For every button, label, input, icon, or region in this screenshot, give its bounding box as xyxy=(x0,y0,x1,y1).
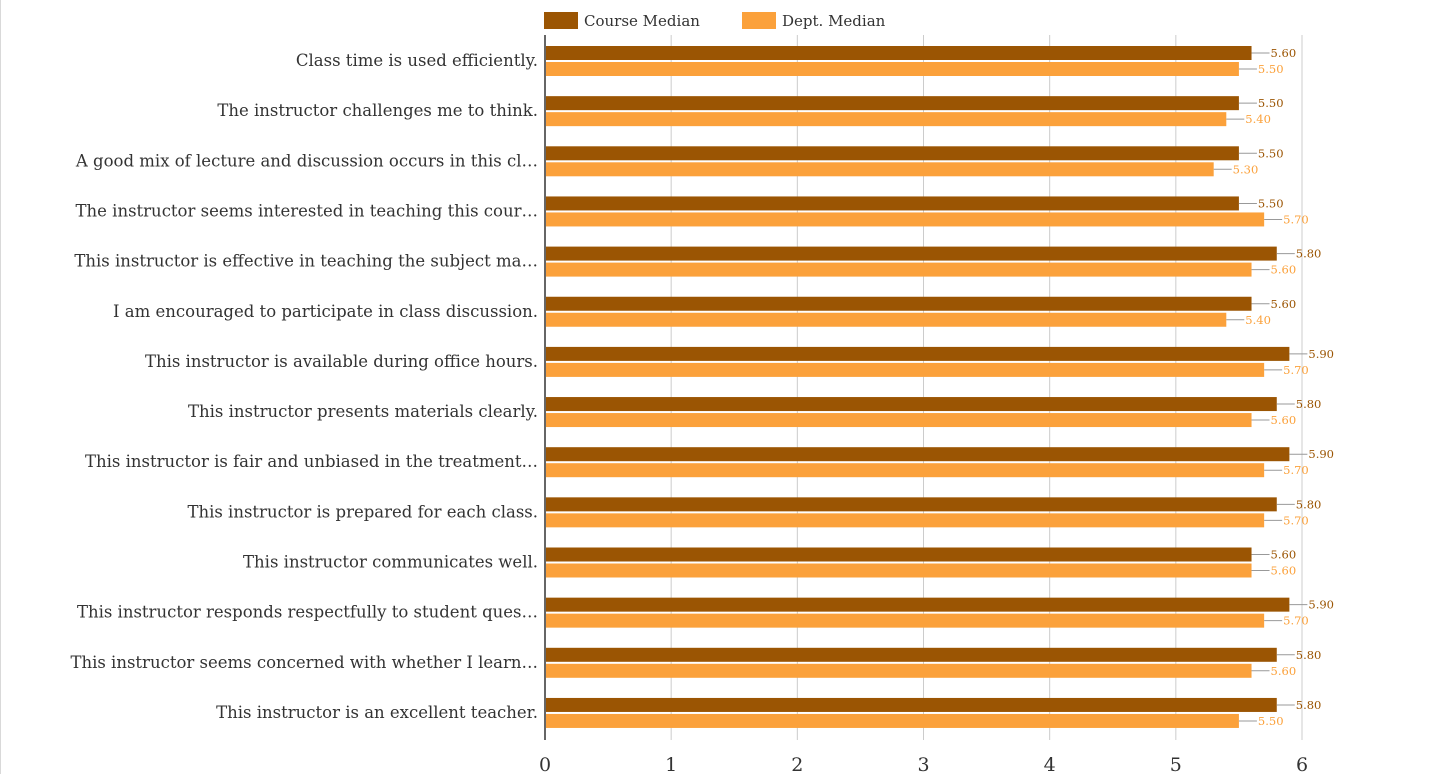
data-label: 5.60 xyxy=(1271,413,1297,427)
data-label: 5.40 xyxy=(1245,313,1271,327)
x-tick-label: 6 xyxy=(1296,754,1308,774)
legend-swatch-course-median xyxy=(544,12,578,29)
category-labels: Class time is used efficiently. The instr… xyxy=(70,51,538,722)
x-tick-label: 5 xyxy=(1170,754,1182,774)
category-label: This instructor communicates well. xyxy=(243,553,538,572)
category-label: The instructor seems interested in teach… xyxy=(76,201,538,220)
bar-course-median xyxy=(546,96,1239,111)
category-label: I am encouraged to participate in class … xyxy=(113,302,538,321)
chart-legend: Course Median Dept. Median xyxy=(544,12,886,30)
data-label: 5.50 xyxy=(1258,196,1284,210)
bar-dept-median xyxy=(546,713,1239,728)
bar-dept-median xyxy=(546,613,1265,628)
data-label: 5.90 xyxy=(1308,447,1334,461)
bar-course-median xyxy=(546,196,1239,211)
data-label: 5.70 xyxy=(1283,363,1309,377)
category-label: This instructor is prepared for each cla… xyxy=(187,502,538,521)
bar-dept-median xyxy=(546,312,1227,327)
x-tick-label: 4 xyxy=(1044,754,1056,774)
bar-course-median xyxy=(546,46,1252,60)
category-label: This instructor is an excellent teacher. xyxy=(216,703,538,722)
bar-course-median xyxy=(546,447,1290,462)
data-label: 5.80 xyxy=(1296,648,1322,662)
data-label: 5.30 xyxy=(1233,162,1259,176)
category-label: This instructor responds respectfully to… xyxy=(77,603,538,622)
data-label: 5.90 xyxy=(1308,347,1334,361)
x-axis-tick-labels: 0 1 2 3 4 5 6 xyxy=(539,754,1308,774)
data-label: 5.80 xyxy=(1296,397,1322,411)
category-label: A good mix of lecture and discussion occ… xyxy=(75,151,538,170)
category-label: The instructor challenges me to think. xyxy=(217,101,538,120)
category-label: This instructor is available during offi… xyxy=(145,352,538,371)
bar-course-median xyxy=(546,296,1252,311)
bar-dept-median xyxy=(546,513,1265,528)
data-label: 5.80 xyxy=(1296,497,1322,511)
category-label: This instructor is fair and unbiased in … xyxy=(85,452,538,471)
data-label: 5.40 xyxy=(1245,112,1271,126)
bar-dept-median xyxy=(546,463,1265,478)
category-label: This instructor seems concerned with whe… xyxy=(70,653,538,672)
data-label: 5.50 xyxy=(1258,62,1284,76)
data-label: 5.60 xyxy=(1271,548,1297,562)
bar-course-median xyxy=(546,146,1239,161)
legend-label-dept-median: Dept. Median xyxy=(782,12,886,30)
data-label: 5.60 xyxy=(1271,263,1297,277)
data-label: 5.70 xyxy=(1283,463,1309,477)
data-label: 5.60 xyxy=(1271,664,1297,678)
x-tick-label: 0 xyxy=(539,754,551,774)
data-label: 5.60 xyxy=(1271,297,1297,311)
bar-dept-median xyxy=(546,413,1252,428)
bar-course-median xyxy=(546,346,1290,361)
data-label: 5.70 xyxy=(1283,513,1309,527)
bar-course-median xyxy=(546,647,1277,662)
legend-label-course-median: Course Median xyxy=(584,12,700,30)
bar-dept-median xyxy=(546,112,1227,127)
value-labels: 5.60 5.50 5.50 5.40 5.50 5.30 5.50 5.70 5.80 5.60… xyxy=(1213,46,1334,728)
bar-course-median xyxy=(546,697,1277,712)
data-label: 5.90 xyxy=(1308,598,1334,612)
bar-dept-median xyxy=(546,362,1265,377)
bar-dept-median xyxy=(546,663,1252,678)
bar-course-median xyxy=(546,246,1277,261)
bar-dept-median xyxy=(546,212,1265,227)
legend-swatch-dept-median xyxy=(742,12,776,29)
gridlines xyxy=(670,35,1303,740)
bar-dept-median xyxy=(546,162,1214,177)
bar-course-median xyxy=(546,397,1277,412)
bar-course-median xyxy=(546,597,1290,612)
x-tick-label: 1 xyxy=(665,754,677,774)
bar-dept-median xyxy=(546,563,1252,578)
data-label: 5.80 xyxy=(1296,247,1322,261)
data-label: 5.50 xyxy=(1258,96,1284,110)
bar-dept-median xyxy=(546,62,1239,76)
data-label: 5.60 xyxy=(1271,46,1297,60)
bar-course-median xyxy=(546,547,1252,562)
data-label: 5.50 xyxy=(1258,714,1284,728)
category-label: Class time is used efficiently. xyxy=(296,51,538,70)
bar-series xyxy=(546,46,1290,728)
category-label: This instructor is effective in teaching… xyxy=(74,252,538,271)
bar-dept-median xyxy=(546,262,1252,277)
category-label: This instructor presents materials clear… xyxy=(188,402,538,421)
data-label: 5.50 xyxy=(1258,146,1284,160)
data-label: 5.70 xyxy=(1283,212,1309,226)
data-label: 5.80 xyxy=(1296,698,1322,712)
data-label: 5.70 xyxy=(1283,614,1309,628)
x-tick-label: 2 xyxy=(791,754,803,774)
left-frame-line xyxy=(0,0,1,774)
x-tick-label: 3 xyxy=(917,754,929,774)
data-label: 5.60 xyxy=(1271,564,1297,578)
bar-course-median xyxy=(546,497,1277,512)
